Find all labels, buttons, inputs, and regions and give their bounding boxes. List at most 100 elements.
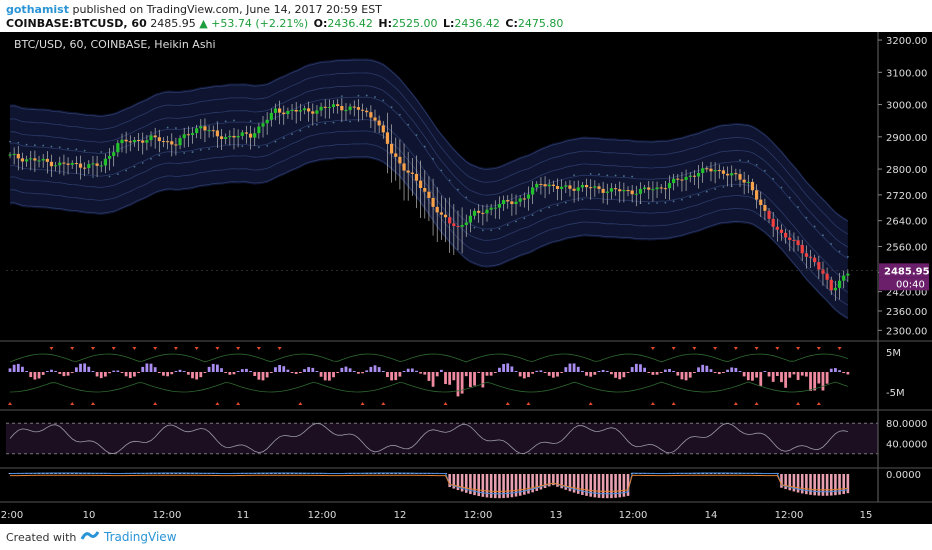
sar-dot [299,129,302,132]
macd-bar [788,474,792,491]
candle-body [16,153,20,159]
sar-dot [75,148,78,151]
candle-body [535,183,539,188]
volume-bar [340,367,344,372]
volume-bar [327,372,331,381]
volume-bar [178,369,182,372]
sar-dot [564,201,567,204]
macd-bar [618,474,622,498]
candle-body [829,279,833,291]
volume-tick-label: 5M [886,348,901,359]
volume-bar [659,372,663,373]
macd-bar [464,474,468,493]
candle-body [124,139,128,142]
volume-bar [435,372,439,377]
candle-body [195,128,199,134]
macd-bar [493,474,497,499]
volume-bar [348,368,352,372]
candle-body [74,163,78,165]
volume-bar [676,372,680,376]
sar-dot [324,122,327,125]
candle-body [651,189,655,191]
candle-body [8,154,12,156]
candle-body [83,167,87,169]
signal-marker-down [256,347,261,350]
sar-dot [589,173,592,175]
macd-bar [805,474,808,495]
candle-body [775,226,779,230]
sar-dot [382,99,385,102]
author-link[interactable]: gothamist [6,3,69,16]
volume-bar [813,372,817,391]
tradingview-brand[interactable]: TradingView [104,530,177,544]
candle-body [236,135,240,138]
volume-bar [796,372,800,380]
volume-bar [323,372,327,381]
volume-bar [618,372,622,380]
signal-marker-up [754,402,759,405]
candle-body [746,181,750,183]
price-tick-label: 2800.00 [886,165,927,176]
macd-bar [800,474,804,494]
macd-bar [581,474,584,495]
macd-bar [780,474,783,488]
candle-body [228,135,232,138]
candle-body [551,184,555,186]
sar-dot [448,179,451,182]
candle-body [696,173,701,177]
candle-body [750,181,755,191]
sar-dot [506,224,509,226]
rsi-panel [6,422,878,455]
volume-bar [527,372,530,378]
sar-dot [763,169,766,172]
sar-dot [747,160,750,163]
volume-bar [771,372,775,382]
sar-dot [689,196,692,198]
candle-body [717,170,721,172]
candle-body [543,184,547,187]
volume-bar [722,372,725,373]
price-tick-label: 2640.00 [886,217,927,228]
candle-body [248,133,253,138]
candle-body [477,210,481,213]
signal-marker-up [153,402,158,405]
high-value: 2525.00 [391,17,438,30]
volume-bar [734,367,738,372]
volume-bar [236,371,240,372]
signal-marker-up [588,402,593,405]
macd-bar [585,474,588,496]
candle-body [62,162,66,164]
volume-bar [755,372,759,378]
signal-marker-up [443,402,448,405]
candle-body [630,190,634,195]
candle-body [336,104,340,106]
volume-bar [311,367,315,372]
signal-marker-down [671,347,676,350]
chart-canvas[interactable]: 3200.00 3100.00 3000.00 2900.00 2800.00 2720.… [0,32,932,524]
time-tick-label: 13 [550,510,563,521]
volume-bar [580,371,584,372]
volume-bar [54,370,58,372]
volume-bar [726,369,729,372]
candle-body [186,134,190,136]
volume-bar [551,372,555,378]
ohlc-line: COINBASE:BTCUSD, 60 2485.95 ▲ +53.74 (+2… [6,17,563,30]
sar-dot [365,94,368,97]
sar-dot [42,144,45,147]
volume-bar [431,372,435,387]
macd-bar [556,474,559,487]
candle-body [211,130,215,132]
macd-bar [489,474,493,498]
candle-body [365,110,369,113]
sar-dot [257,146,260,149]
sar-dot [515,220,517,223]
candle-body [837,280,842,288]
candle-body [576,187,580,191]
candle-body [804,253,808,257]
signal-marker-up [90,402,95,405]
volume-bar [639,364,642,372]
sar-dot [531,214,534,217]
tradingview-logo-icon[interactable] [80,529,100,543]
macd-bar [597,474,601,498]
volume-bar [373,365,377,372]
